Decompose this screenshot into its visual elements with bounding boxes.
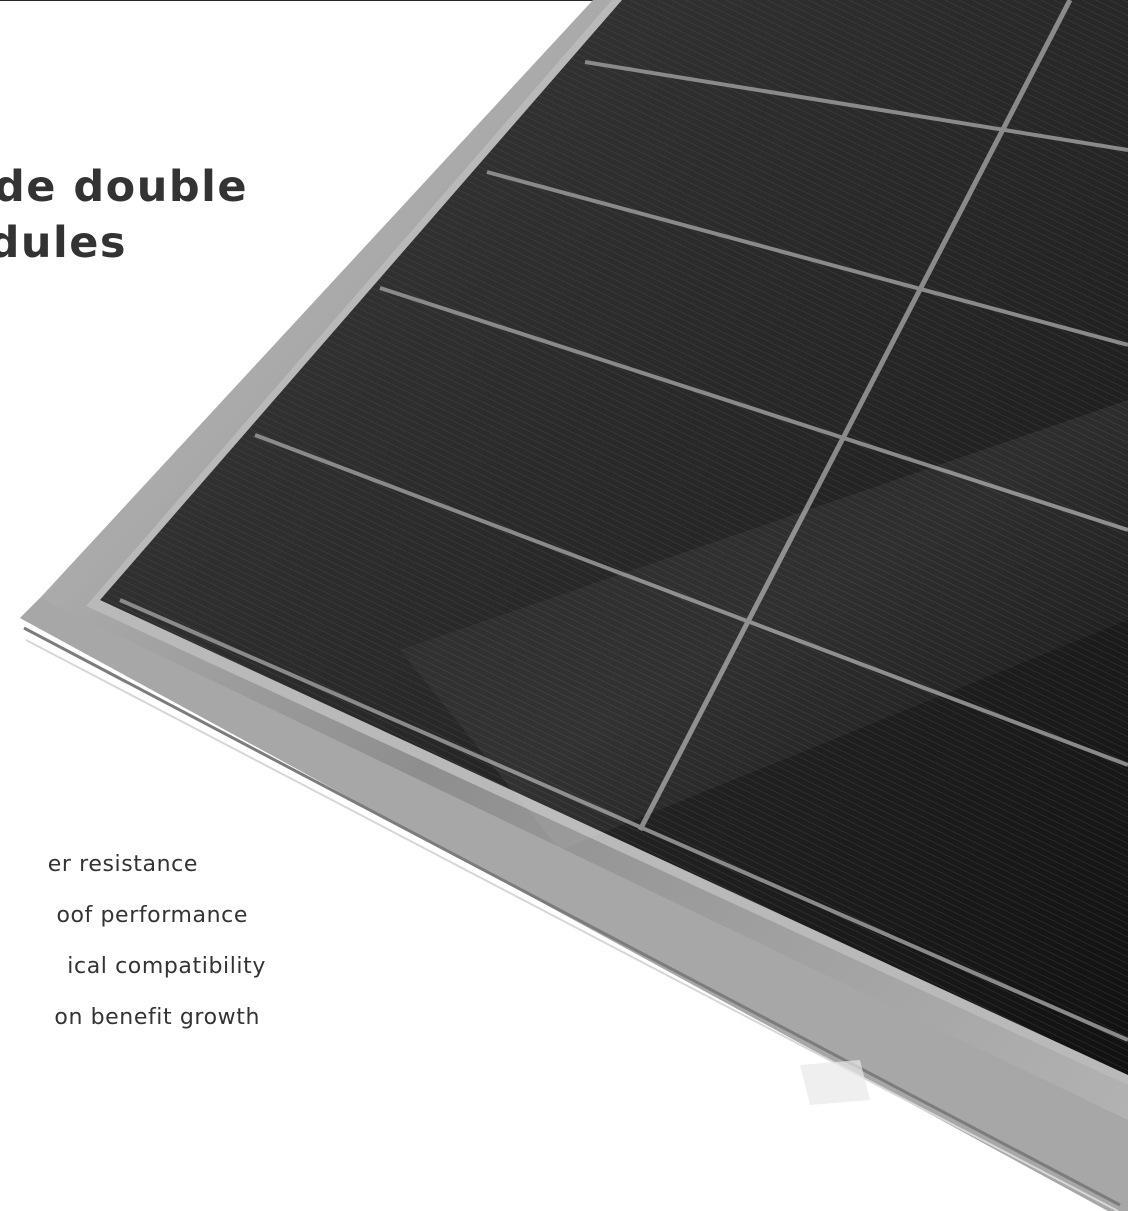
headline-line-1: de double (0, 162, 248, 212)
feature-item: er resistance (47, 852, 198, 877)
headline-line-2: dules (0, 218, 127, 268)
feature-list: er resistance oof performance ical compa… (0, 846, 270, 1046)
feature-item: ical compatibility (67, 954, 266, 979)
feature-item: oof performance (56, 903, 248, 928)
headline: de double dules (0, 156, 300, 286)
top-divider (0, 0, 1128, 1)
feature-item: on benefit growth (54, 1005, 260, 1030)
